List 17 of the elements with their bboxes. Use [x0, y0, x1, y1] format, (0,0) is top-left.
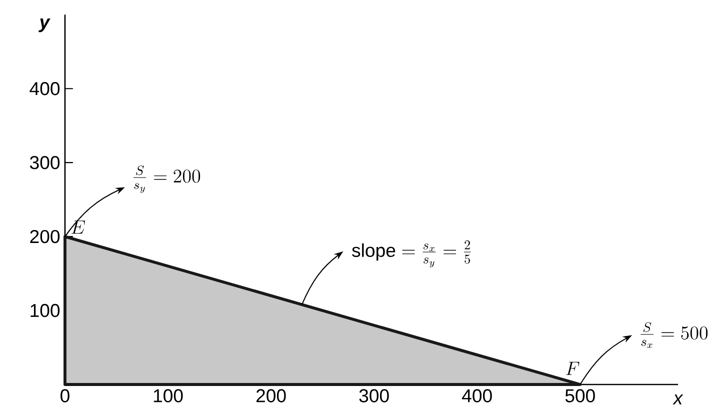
y-tick-label: 400: [30, 82, 60, 95]
x-tick-label: 0: [60, 388, 70, 402]
x-tick-label: 200: [256, 388, 286, 402]
annotation: $E$: [71, 220, 85, 234]
annotation: $\mathrm{slope}=\frac{s_x}{s_y}=\frac{2}{5}$: [352, 240, 471, 268]
annotation: $F$: [566, 362, 580, 375]
x-tick-label: 400: [462, 388, 492, 402]
x-tick-label: 300: [359, 388, 389, 402]
x-tick-label: 100: [154, 388, 183, 402]
y-tick-label: 200: [30, 230, 60, 243]
annotation: $\frac{S}{s_x}=500$: [640, 322, 708, 348]
x-axis-title: x: [672, 394, 684, 404]
x-tick-label: 500: [565, 388, 595, 402]
y-axis-title: y: [38, 18, 50, 32]
y-tick-label: 300: [30, 156, 60, 169]
y-tick-label: 100: [30, 304, 60, 317]
annotation: $\frac{S}{s_y}=200$: [133, 165, 200, 193]
